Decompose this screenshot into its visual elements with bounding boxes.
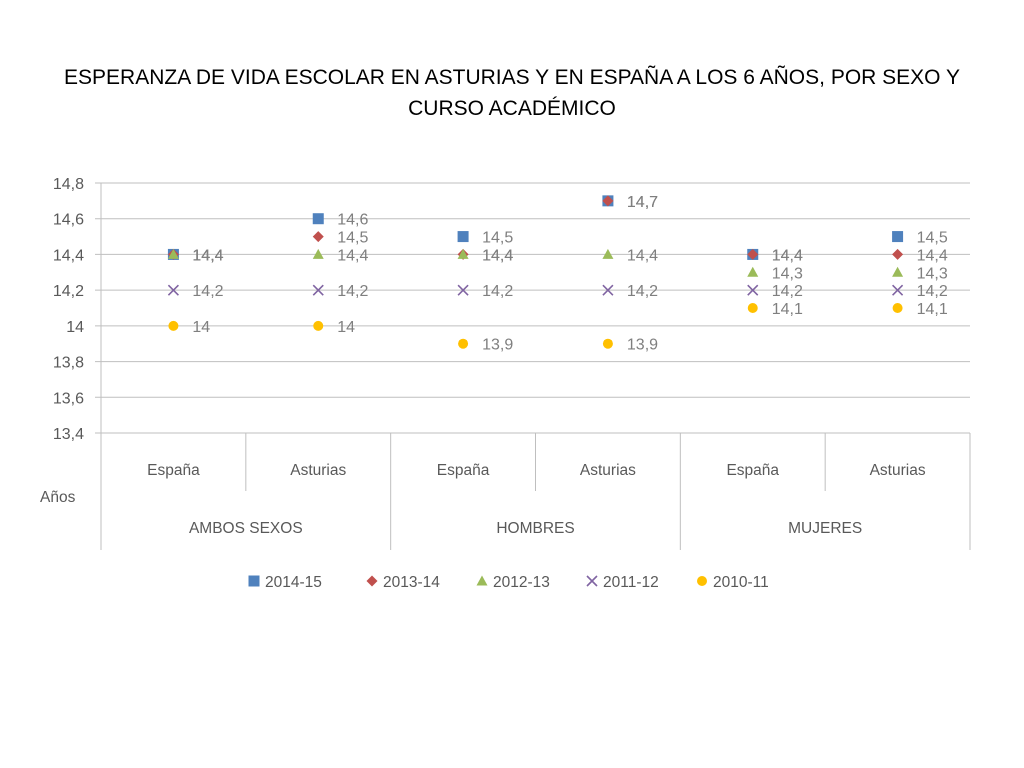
category-label: Asturias	[580, 462, 636, 479]
data-point-2011-12	[602, 284, 614, 296]
category-label: España	[726, 462, 779, 479]
data-label: 14,7	[627, 194, 658, 211]
x-axis-title: Años	[40, 489, 76, 506]
data-label: 14	[192, 319, 210, 336]
data-label: 14,4	[192, 247, 223, 264]
data-point-2013-14	[602, 195, 614, 207]
data-point-2010-11	[168, 320, 179, 331]
data-label: 13,9	[627, 337, 658, 354]
legend-marker-2010-11	[697, 576, 707, 586]
legend-marker-2013-14	[366, 575, 378, 587]
data-label: 14,5	[917, 230, 948, 247]
data-label: 14,7	[627, 194, 658, 211]
y-tick-label: 14	[66, 319, 84, 336]
data-point-2014-15	[457, 231, 469, 243]
data-label: 14,4	[917, 247, 948, 264]
data-point-2010-11	[892, 303, 903, 313]
data-label: 14,1	[917, 301, 948, 318]
data-label: 14,2	[917, 283, 948, 300]
group-label: MUJERES	[788, 520, 862, 537]
legend-entry: 2014-15	[265, 574, 322, 591]
category-label: España	[437, 462, 490, 479]
data-label: 14,6	[337, 212, 368, 229]
data-label: 14,2	[772, 283, 803, 300]
data-label: 14,2	[337, 283, 368, 300]
y-tick-label: 13,6	[53, 390, 84, 407]
data-point-2011-12	[457, 284, 469, 296]
data-point-2013-14	[892, 248, 904, 260]
data-point-2011-12	[167, 284, 179, 296]
data-label: 14,4	[772, 247, 803, 264]
data-label: 14,2	[627, 283, 658, 300]
data-point-2012-13	[747, 266, 759, 277]
data-label: 14,4	[192, 247, 223, 264]
y-tick-label: 13,4	[53, 426, 84, 443]
data-point-2013-14	[747, 248, 759, 260]
legend-marker-2014-15	[248, 575, 260, 587]
data-point-2010-11	[313, 320, 324, 331]
chart-title: ESPERANZA DE VIDA ESCOLAR EN ASTURIAS Y …	[64, 66, 960, 120]
data-label: 14	[337, 319, 355, 336]
data-label: 14,4	[772, 247, 803, 264]
y-tick-label: 14,8	[53, 176, 84, 193]
data-point-2010-11	[747, 303, 758, 313]
legend-entry: 2012-13	[493, 574, 550, 591]
data-label: 14,2	[482, 283, 513, 300]
y-tick-label: 14,6	[53, 212, 84, 229]
data-point-2012-13	[892, 266, 904, 277]
y-tick-label: 14,2	[53, 283, 84, 300]
data-label: 14,5	[337, 230, 368, 247]
y-tick-label: 14,4	[53, 247, 84, 264]
data-point-2012-13	[602, 248, 614, 259]
data-label: 14,4	[482, 247, 513, 264]
data-label: 14,4	[337, 247, 368, 264]
data-point-2011-12	[747, 284, 759, 296]
data-label: 14,3	[917, 265, 948, 282]
category-label: Asturias	[290, 462, 346, 479]
data-label: 14,4	[192, 247, 223, 264]
data-label: 14,4	[627, 247, 658, 264]
data-label: 14,1	[772, 301, 803, 318]
group-label: HOMBRES	[496, 520, 574, 537]
legend-entry: 2013-14	[383, 574, 440, 591]
data-point-2010-11	[602, 338, 613, 349]
y-tick-label: 13,8	[53, 355, 84, 372]
data-point-2012-13	[457, 248, 469, 259]
data-label: 14,2	[192, 283, 223, 300]
data-label: 13,9	[482, 337, 513, 354]
data-point-2011-12	[892, 284, 904, 296]
data-point-2012-13	[167, 248, 179, 259]
group-label: AMBOS SEXOS	[189, 520, 303, 537]
legend-marker-2011-12	[586, 575, 598, 587]
data-point-2014-15	[312, 213, 324, 225]
legend-marker-2012-13	[476, 575, 488, 586]
data-point-2010-11	[458, 338, 469, 349]
data-point-2013-14	[312, 231, 324, 243]
data-label: 14,4	[482, 247, 513, 264]
data-label: 14,3	[772, 265, 803, 282]
category-label: España	[147, 462, 200, 479]
data-point-2012-13	[312, 248, 324, 259]
category-label: Asturias	[870, 462, 926, 479]
data-label: 14,5	[482, 230, 513, 247]
data-point-2011-12	[312, 284, 324, 296]
legend-entry: 2011-12	[603, 574, 659, 591]
data-point-2014-15	[892, 231, 904, 243]
legend-entry: 2010-11	[713, 574, 769, 591]
